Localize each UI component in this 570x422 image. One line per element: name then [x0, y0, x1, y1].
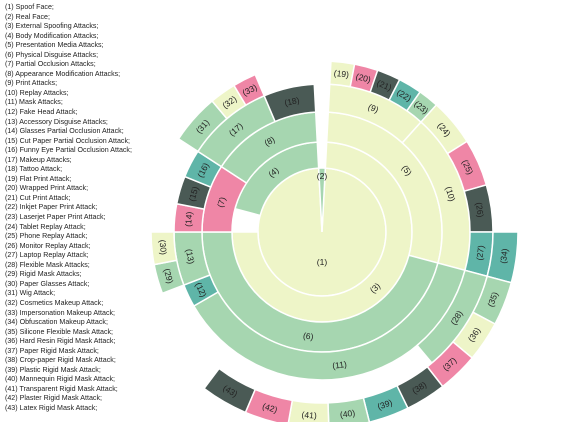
legend-item: (5) Presentation Media Attacks;: [5, 41, 104, 50]
legend-item: (7) Partial Occlusion Attacks;: [5, 60, 96, 69]
legend-item: (11) Mask Attacks;: [5, 98, 63, 107]
legend-item: (29) Rigid Mask Attacks;: [5, 270, 82, 279]
legend-item: (3) External Spoofing Attacks;: [5, 22, 99, 31]
segment-label: (13): [184, 248, 197, 265]
legend-item: (40) Mannequin Rigid Mask Attack;: [5, 375, 116, 384]
legend-item: (21) Cut Print Attack;: [5, 193, 71, 202]
segment-label: (6): [302, 330, 314, 341]
legend: (1) Spoof Face; (2) Real Face; (3) Externa…: [5, 3, 175, 414]
segment-label: (27): [474, 244, 486, 260]
legend-item: (41) Transparent Rigid Mask Attack;: [5, 384, 118, 393]
legend-item: (34) Obfuscation Makeup Attack;: [5, 318, 108, 327]
segment-label: (10): [444, 185, 458, 202]
legend-item: (10) Replay Attacks;: [5, 88, 69, 97]
legend-item: (20) Wrapped Print Attack;: [5, 184, 89, 193]
legend-item: (15) Cut Paper Partial Occlusion Attack;: [5, 136, 130, 145]
segment-label: (29): [162, 267, 176, 284]
segment-label: (14): [183, 211, 194, 227]
segment-label: (34): [498, 248, 510, 264]
segment-label: (1): [317, 257, 328, 267]
legend-item: (9) Print Attacks;: [5, 79, 58, 88]
segment-label: (39): [376, 397, 394, 412]
sunburst-segment: [150, 231, 178, 266]
legend-item: (42) Plaster Rigid Mask Attack;: [5, 394, 102, 403]
legend-item: (19) Flat Print Attack;: [5, 174, 72, 183]
legend-item: (39) Plastic Rigid Mask Attack;: [5, 365, 101, 374]
legend-item: (31) Wig Attack;: [5, 289, 56, 298]
legend-item: (16) Funny Eye Partial Occlusion Attack;: [5, 146, 132, 155]
legend-item: (33) Impersonation Makeup Attack;: [5, 308, 116, 317]
legend-item: (30) Paper Glasses Attack;: [5, 279, 90, 288]
segment-label: (2): [317, 171, 328, 181]
segment-label: (5): [400, 163, 414, 177]
sunburst-segment: [232, 73, 266, 107]
legend-item: (2) Real Face;: [5, 12, 50, 21]
legend-item: (24) Tablet Replay Attack;: [5, 222, 86, 231]
legend-item: (25) Phone Replay Attack;: [5, 232, 88, 241]
segment-label: (40): [339, 408, 356, 420]
legend-item: (13) Accessory Disguise Attacks;: [5, 117, 108, 126]
legend-item: (27) Laptop Replay Attack;: [5, 251, 89, 260]
segment-label: (42): [261, 401, 278, 415]
legend-item: (14) Glasses Partial Occlusion Attack;: [5, 127, 124, 136]
legend-item: (22) Inkjet Paper Print Attack;: [5, 203, 98, 212]
segment-label: (18): [283, 95, 300, 108]
segment-label: (20): [355, 71, 372, 85]
legend-item: (38) Crop-paper Rigid Mask Attack;: [5, 356, 116, 365]
legend-item: (12) Fake Head Attack;: [5, 108, 78, 117]
sunburst-segment: [202, 367, 257, 414]
segment-label: (19): [333, 68, 349, 80]
segment-label: (8): [263, 134, 277, 148]
legend-item: (8) Appearance Modification Attacks;: [5, 69, 121, 78]
legend-item: (43) Latex Rigid Mask Attack;: [5, 403, 98, 412]
legend-item: (37) Paper Rigid Mask Attack;: [5, 346, 99, 355]
legend-item: (4) Body Modification Attacks;: [5, 31, 99, 40]
legend-item: (18) Tattoo Attack;: [5, 165, 63, 174]
legend-item: (32) Cosmetics Makeup Attack;: [5, 298, 104, 307]
legend-item: (23) Laserjet Paper Print Attack;: [5, 213, 106, 222]
segment-label: (7): [215, 196, 228, 209]
legend-item: (17) Makeup Attacks;: [5, 155, 72, 164]
legend-item: (28) Flexible Mask Attacks;: [5, 260, 90, 269]
legend-item: (36) Hard Resin Rigid Mask Attack;: [5, 337, 116, 346]
legend-item: (6) Physical Disguise Attacks;: [5, 50, 99, 59]
segment-label: (30): [157, 239, 168, 255]
sunburst-segment: [263, 83, 317, 123]
segment-label: (41): [301, 410, 317, 421]
legend-item: (1) Spoof Face;: [5, 3, 54, 11]
segment-label: (15): [187, 185, 201, 202]
segment-label: (11): [332, 359, 348, 371]
legend-item: (26) Monitor Replay Attack;: [5, 241, 91, 250]
segment-label: (26): [474, 202, 486, 219]
legend-item: (35) Silicone Flexible Mask Attack;: [5, 327, 114, 336]
segment-label: (9): [367, 102, 381, 115]
